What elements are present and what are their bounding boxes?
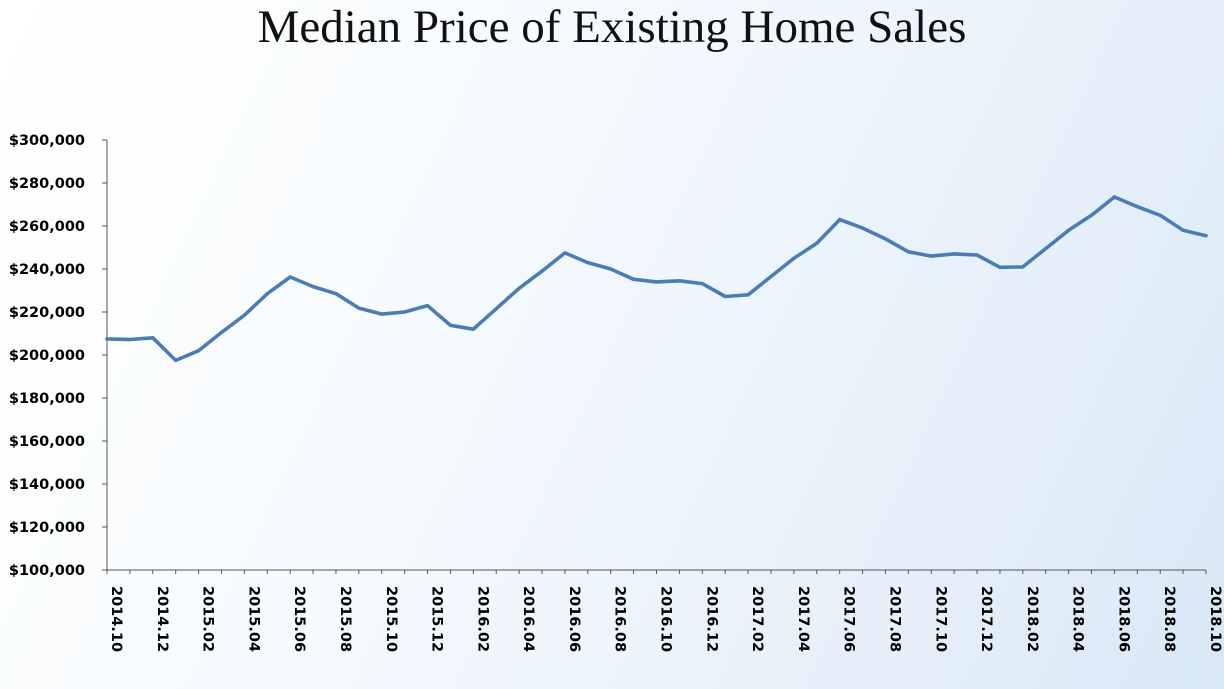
x-tick-label: 2018.04 <box>1070 586 1086 652</box>
data-point <box>1158 213 1162 217</box>
data-point <box>1135 205 1139 209</box>
x-tick-label: 2016.02 <box>474 586 490 652</box>
x-tick-label: 2017.12 <box>978 586 994 652</box>
x-tick-label: 2015.12 <box>429 586 445 652</box>
data-point <box>1021 265 1025 269</box>
x-tick-label: 2015.06 <box>291 586 307 652</box>
y-tick-label: $300,000 <box>9 133 85 149</box>
series-layer <box>105 195 1208 363</box>
data-point <box>540 269 544 273</box>
x-tick-label: 2016.08 <box>612 586 628 652</box>
axes <box>106 140 1206 571</box>
data-point <box>517 286 521 290</box>
data-point <box>219 330 224 335</box>
x-tick-label: 2017.10 <box>932 586 948 652</box>
y-axis-ticks: $100,000 $120,000 $140,000 $160,000 $180,000… <box>9 133 107 579</box>
data-point <box>471 327 475 331</box>
y-tick-label: $120,000 <box>9 520 85 536</box>
data-point <box>586 260 590 265</box>
x-tick-label: 2014.10 <box>108 586 124 652</box>
data-point <box>105 337 109 341</box>
x-tick-label: 2018.06 <box>1115 586 1131 652</box>
x-tick-label: 2015.08 <box>337 586 353 652</box>
data-point <box>242 313 246 317</box>
data-point <box>769 274 773 279</box>
y-tick-label: $240,000 <box>9 262 85 278</box>
x-tick-label: 2018.10 <box>1207 586 1223 652</box>
series-line <box>105 195 1208 363</box>
data-point <box>883 237 888 241</box>
data-point <box>403 310 407 314</box>
data-point <box>311 285 315 289</box>
data-point <box>151 336 155 340</box>
x-tick-label: 2017.06 <box>841 586 857 652</box>
x-tick-label: 2018.08 <box>1161 586 1177 652</box>
data-point <box>1067 228 1071 232</box>
data-point <box>357 306 361 310</box>
y-tick-label: $200,000 <box>9 348 85 364</box>
data-point <box>448 323 453 327</box>
data-point <box>906 250 910 254</box>
data-point <box>723 294 727 299</box>
y-tick-label: $180,000 <box>9 391 85 407</box>
data-point <box>494 307 498 311</box>
data-point <box>700 282 704 286</box>
y-tick-label: $280,000 <box>9 176 85 192</box>
data-point <box>1181 228 1185 232</box>
data-point <box>425 303 430 308</box>
data-point <box>746 293 750 297</box>
data-point <box>677 279 681 283</box>
y-tick-label: $160,000 <box>9 434 85 450</box>
y-tick-label: $100,000 <box>9 563 85 579</box>
x-tick-label: 2015.10 <box>383 586 399 652</box>
data-point <box>860 226 865 230</box>
data-point <box>1112 195 1117 199</box>
x-tick-label: 2014.12 <box>154 586 170 652</box>
data-point <box>632 277 636 281</box>
data-point <box>1089 213 1094 217</box>
x-axis-ticks: 2014.10 2014.12 2015.02 2015.04 2015.06 2015.… <box>106 570 1223 652</box>
data-point <box>792 256 796 260</box>
x-tick-label: 2017.08 <box>886 586 902 652</box>
data-point <box>380 312 384 316</box>
chart-title: Median Price of Existing Home Sales <box>257 1 967 53</box>
x-tick-label: 2015.04 <box>245 586 261 652</box>
data-point <box>1204 234 1208 238</box>
x-tick-label: 2016.04 <box>520 586 536 652</box>
data-point <box>654 280 659 284</box>
y-tick-label: $260,000 <box>9 219 85 235</box>
y-tick-label: $140,000 <box>9 477 85 493</box>
data-point <box>288 275 292 279</box>
data-point <box>174 358 178 362</box>
data-point <box>128 337 132 342</box>
data-point <box>334 292 338 296</box>
data-point <box>929 254 933 258</box>
y-tick-label: $220,000 <box>9 305 85 321</box>
data-point <box>563 251 567 255</box>
data-point <box>952 252 956 256</box>
data-point <box>975 253 979 257</box>
x-tick-label: 2015.02 <box>200 586 216 652</box>
x-tick-label: 2016.12 <box>703 586 719 652</box>
data-point <box>1044 246 1048 251</box>
x-tick-label: 2017.04 <box>795 586 811 652</box>
data-point <box>265 292 269 296</box>
data-point <box>838 217 842 222</box>
x-tick-label: 2016.10 <box>658 586 674 652</box>
data-point <box>815 241 819 245</box>
data-point <box>609 267 613 271</box>
x-tick-label: 2017.02 <box>749 586 765 652</box>
data-point <box>196 349 201 353</box>
data-point <box>998 265 1002 269</box>
x-tick-label: 2016.06 <box>566 586 582 652</box>
x-tick-label: 2018.02 <box>1024 586 1040 652</box>
